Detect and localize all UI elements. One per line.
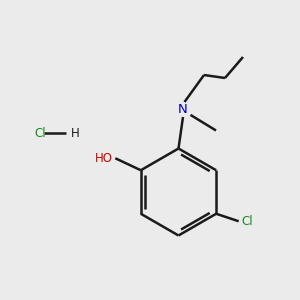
Text: Cl: Cl — [241, 215, 253, 228]
Text: Cl: Cl — [34, 127, 46, 140]
Text: HO: HO — [95, 152, 113, 165]
Text: N: N — [178, 103, 188, 116]
Text: H: H — [70, 127, 79, 140]
